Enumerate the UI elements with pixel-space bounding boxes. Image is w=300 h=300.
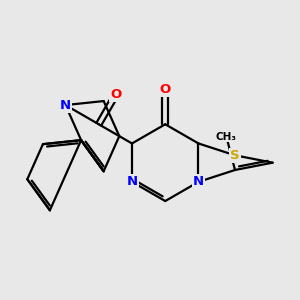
Text: O: O	[110, 88, 122, 101]
Text: S: S	[230, 149, 240, 162]
Text: CH₃: CH₃	[216, 131, 237, 142]
Text: N: N	[126, 176, 138, 188]
Text: O: O	[160, 83, 171, 96]
Text: N: N	[60, 99, 71, 112]
Text: N: N	[193, 176, 204, 188]
